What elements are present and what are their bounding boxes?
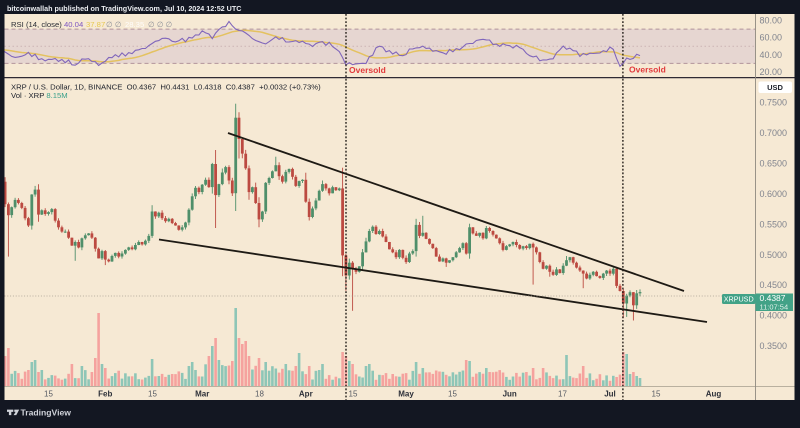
svg-text:15: 15	[448, 389, 457, 398]
svg-text:20.00: 20.00	[760, 67, 783, 77]
svg-text:∅ ∅: ∅ ∅	[106, 20, 122, 29]
svg-text:Feb: Feb	[98, 389, 112, 398]
svg-text:USD: USD	[767, 83, 783, 92]
svg-text:May: May	[398, 389, 414, 398]
svg-text:0.5000: 0.5000	[760, 250, 788, 260]
svg-text:0.5500: 0.5500	[760, 219, 788, 229]
svg-text:15: 15	[349, 389, 358, 398]
svg-text:Oversold: Oversold	[629, 65, 666, 75]
svg-text:15: 15	[148, 389, 157, 398]
svg-text:15: 15	[44, 389, 53, 398]
svg-text:XRPUSD: XRPUSD	[724, 295, 754, 304]
svg-text:0.7500: 0.7500	[760, 98, 788, 108]
svg-text:37.87: 37.87	[86, 20, 105, 29]
svg-text:Vol · XRP 8.15M: Vol · XRP 8.15M	[11, 91, 68, 100]
svg-text:17: 17	[558, 389, 567, 398]
svg-text:∅ ∅ ∅: ∅ ∅ ∅	[148, 20, 173, 29]
svg-text:60.00: 60.00	[760, 33, 783, 43]
svg-text:Oversold: Oversold	[349, 65, 386, 75]
svg-text:Apr: Apr	[299, 389, 313, 398]
svg-text:0.4500: 0.4500	[760, 280, 788, 290]
svg-text:0.4000: 0.4000	[760, 311, 788, 321]
svg-text:Jun: Jun	[503, 389, 517, 398]
svg-text:Jul: Jul	[604, 389, 616, 398]
svg-text:Aug: Aug	[706, 389, 722, 398]
svg-text:0.3500: 0.3500	[760, 341, 788, 351]
svg-text:18: 18	[255, 389, 264, 398]
svg-text:28.35: 28.35	[125, 20, 144, 29]
svg-text:Mar: Mar	[195, 389, 209, 398]
svg-text:bitcoinwallah published on Tra: bitcoinwallah published on TradingView.c…	[7, 4, 241, 13]
svg-text:RSI (14, close): RSI (14, close)	[11, 20, 62, 29]
svg-text:80.00: 80.00	[760, 16, 783, 26]
svg-text:40.00: 40.00	[760, 50, 783, 60]
svg-text:TradingView: TradingView	[21, 407, 72, 417]
svg-text:11:07:54: 11:07:54	[760, 302, 789, 311]
svg-text:0.6000: 0.6000	[760, 189, 788, 199]
svg-text:40.04: 40.04	[64, 20, 84, 29]
svg-text:15: 15	[652, 389, 661, 398]
svg-text:0.6500: 0.6500	[760, 158, 788, 168]
svg-text:0.7000: 0.7000	[760, 128, 788, 138]
